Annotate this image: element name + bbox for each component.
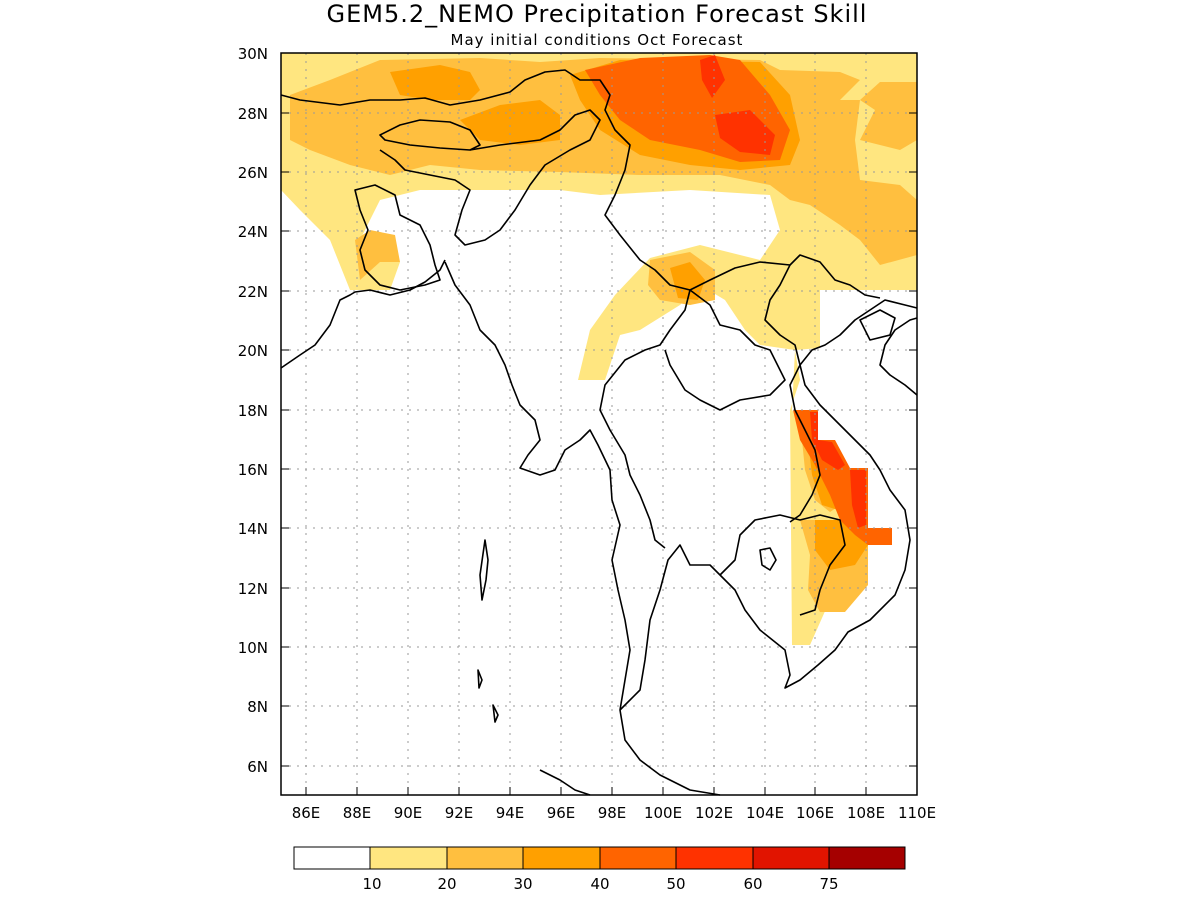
axis-ticks [281,52,918,795]
lon-label: 92E [445,804,474,822]
myanmar-coast [444,261,721,796]
colorbar-swatch [828,846,906,870]
lon-label: 102E [695,804,733,822]
tonle-sap-lake [759,547,777,571]
lat-label: 14N [238,520,268,538]
himalaya-border [280,69,881,299]
map-frame [280,52,918,796]
colorbar-swatch [675,846,754,870]
sumatra-tip [539,769,591,796]
andaman-islands-2 [477,669,483,689]
nicobar-islands [492,704,499,723]
colorbar-tick-label: 20 [437,875,456,893]
china-south-coast [879,317,918,396]
skill-region-50-60-c [810,412,845,470]
lon-label: 96E [547,804,576,822]
skill-shading [281,53,917,645]
skill-region-30-40-b [460,100,560,145]
skill-region-50-60-d [850,470,866,528]
skill-region-50-60-b [715,110,775,155]
lat-label: 26N [238,164,268,182]
lon-label: 110E [898,804,936,822]
lon-label: 94E [496,804,525,822]
myanmar-thailand-border [599,289,691,549]
colorbar-tick-label: 10 [362,875,381,893]
lon-label: 98E [598,804,627,822]
lat-label: 18N [238,402,268,420]
colorbar-swatch [752,846,830,870]
map-gridlines [281,53,917,795]
colorbar-swatch [446,846,524,870]
lat-label: 30N [238,45,268,63]
skill-region-10-20 [281,53,917,645]
lat-label: 8N [247,698,268,716]
bangladesh-delta-coast [354,259,446,296]
thailand-laos-border [664,289,786,411]
colorbar-swatch [369,846,448,870]
lon-label: 86E [292,804,321,822]
skill-region-30-40-d [670,262,705,300]
lat-label: 20N [238,342,268,360]
bhutan-border [379,119,481,151]
lat-label: 24N [238,223,268,241]
colorbar-swatch [293,846,371,870]
lon-label: 106E [796,804,834,822]
colorbar-tick-label: 50 [666,875,685,893]
lon-label: 88E [343,804,372,822]
colorbar-swatch [599,846,677,870]
lat-label: 12N [238,580,268,598]
hainan-island [859,309,896,341]
lat-label: 22N [238,283,268,301]
lat-label: 6N [247,758,268,776]
india-coast [280,291,356,369]
figure-subtitle: May initial conditions Oct Forecast [451,31,744,49]
colorbar-tick-label: 75 [819,875,838,893]
lon-label: 104E [746,804,784,822]
colorbar: 10 20 30 40 50 60 75 [293,846,906,893]
longitude-labels: 86E 88E 90E 92E 94E 96E 98E 100E 102E 10… [292,804,936,822]
lat-label: 16N [238,461,268,479]
andaman-islands [479,539,489,601]
skill-region-30-40 [390,65,480,100]
lat-label: 10N [238,639,268,657]
lon-label: 108E [847,804,885,822]
bangladesh-border [354,184,441,291]
lat-label: 28N [238,105,268,123]
colorbar-tick-label: 40 [590,875,609,893]
india-northeast-border [379,109,601,246]
colorbar-tick-label: 60 [743,875,762,893]
figure-title: GEM5.2_NEMO Precipitation Forecast Skill [327,0,868,28]
coastlines-and-borders [280,69,918,796]
gulf-of-thailand-coast [619,299,918,711]
skill-region-20-30-b [355,230,400,280]
colorbar-swatch [522,846,601,870]
cambodia-border [719,514,846,616]
laos-vietnam-border [764,264,821,523]
map-panel: 30N 28N 26N 24N 22N 20N 18N 16N 14N 12N … [238,45,936,822]
lon-label: 90E [394,804,423,822]
skill-region-50-60 [700,55,725,98]
lon-label: 100E [644,804,682,822]
colorbar-tick-label: 30 [513,875,532,893]
latitude-labels: 30N 28N 26N 24N 22N 20N 18N 16N 14N 12N … [238,45,268,776]
